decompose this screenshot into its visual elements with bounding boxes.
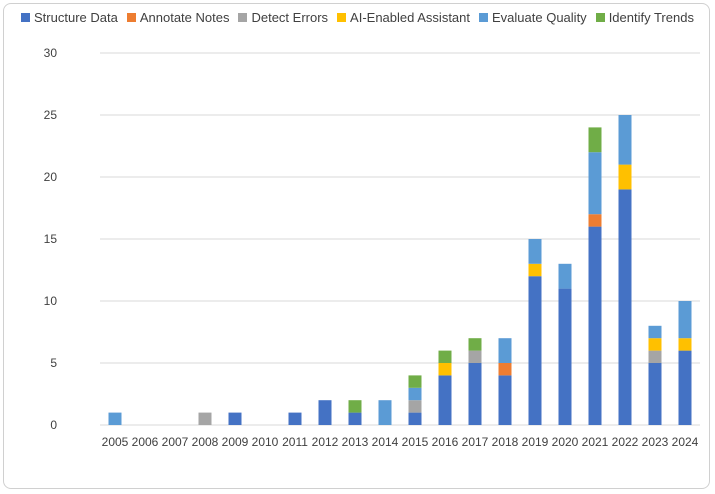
y-tick-label: 20 [44, 170, 58, 184]
x-tick-label: 2018 [492, 435, 519, 449]
bar-segment-detect-errors [648, 350, 662, 363]
x-tick-label: 2023 [642, 435, 669, 449]
bar-segment-structure-data [288, 412, 302, 425]
x-tick-label: 2007 [162, 435, 189, 449]
legend-label: AI-Enabled Assistant [350, 10, 471, 25]
x-tick-label: 2005 [102, 435, 129, 449]
bar-segment-ai-enabled-assistant [648, 338, 662, 351]
bar-segment-identify-trends [408, 375, 422, 388]
bar-segment-ai-enabled-assistant [438, 363, 452, 376]
bar-segment-ai-enabled-assistant [528, 263, 542, 277]
legend-item: Annotate Notes [126, 10, 230, 25]
legend-swatch [337, 13, 347, 22]
y-tick-label: 15 [44, 232, 58, 246]
y-tick-label: 25 [44, 108, 58, 122]
x-tick-label: 2017 [462, 435, 489, 449]
bar-segment-structure-data [468, 363, 482, 425]
bar-segment-structure-data [408, 412, 422, 425]
legend-item: Identify Trends [595, 10, 694, 25]
bar-segment-structure-data [558, 288, 572, 425]
legend-item: Structure Data [21, 10, 118, 25]
x-tick-label: 2011 [282, 435, 308, 449]
bar-segment-structure-data [498, 375, 512, 425]
legend-label: Detect Errors [251, 10, 329, 25]
bar-segment-detect-errors [468, 350, 482, 363]
bar-segment-identify-trends [438, 350, 452, 363]
bar-segment-evaluate-quality [678, 301, 692, 339]
legend-label: Evaluate Quality [492, 10, 587, 25]
bar-segment-evaluate-quality [408, 387, 422, 401]
bar-segment-structure-data [618, 189, 632, 425]
bar-segment-detect-errors [198, 412, 212, 425]
bar-segment-detect-errors [408, 400, 422, 413]
y-tick-label: 5 [50, 356, 57, 370]
bar-segment-evaluate-quality [498, 338, 512, 363]
legend-item: Detect Errors [238, 10, 328, 25]
legend-item: Evaluate Quality [479, 10, 587, 25]
bar-segment-structure-data [228, 412, 242, 425]
bar-segment-evaluate-quality [618, 115, 632, 165]
legend-item: AI-Enabled Assistant [337, 10, 470, 25]
legend-swatch [238, 13, 248, 22]
x-tick-label: 2009 [222, 435, 249, 449]
x-tick-label: 2013 [342, 435, 369, 449]
chart-legend: Structure Data Annotate Notes Detect Error… [0, 10, 715, 25]
bar-segment-structure-data [588, 226, 602, 425]
bar-segment-evaluate-quality [588, 152, 602, 215]
x-tick-label: 2020 [552, 435, 579, 449]
legend-swatch [126, 13, 136, 22]
x-tick-label: 2014 [372, 435, 399, 449]
y-tick-label: 30 [44, 46, 58, 60]
bar-segment-evaluate-quality [108, 412, 122, 425]
bar-segment-structure-data [318, 400, 332, 425]
y-tick-label: 10 [44, 294, 58, 308]
bar-segment-ai-enabled-assistant [678, 338, 692, 351]
x-tick-label: 2008 [192, 435, 219, 449]
x-tick-label: 2010 [252, 435, 279, 449]
x-tick-label: 2015 [402, 435, 429, 449]
legend-label: Annotate Notes [139, 10, 230, 25]
bar-segment-identify-trends [588, 127, 602, 153]
x-tick-label: 2021 [582, 435, 609, 449]
x-tick-label: 2016 [432, 435, 459, 449]
legend-label: Structure Data [34, 10, 118, 25]
legend-swatch [479, 13, 489, 22]
bar-segment-evaluate-quality [528, 239, 542, 264]
bar-segment-annotate-notes [498, 363, 512, 376]
bar-segment-structure-data [528, 276, 542, 425]
x-tick-label: 2022 [612, 435, 639, 449]
bar-segment-structure-data [348, 412, 362, 425]
x-tick-label: 2019 [522, 435, 549, 449]
legend-swatch [21, 13, 31, 22]
bar-segment-identify-trends [348, 400, 362, 413]
x-tick-label: 2024 [672, 435, 699, 449]
bar-segment-ai-enabled-assistant [618, 164, 632, 190]
bar-segment-structure-data [648, 363, 662, 425]
bar-segment-annotate-notes [588, 214, 602, 227]
bar-segment-structure-data [438, 375, 452, 425]
legend-swatch [595, 13, 605, 22]
bar-segment-evaluate-quality [378, 400, 392, 425]
x-tick-label: 2006 [132, 435, 159, 449]
bar-segment-identify-trends [468, 338, 482, 351]
bar-segment-structure-data [678, 350, 692, 425]
y-tick-label: 0 [50, 418, 57, 432]
bar-segment-evaluate-quality [558, 263, 572, 289]
x-tick-label: 2012 [312, 435, 339, 449]
bar-segment-evaluate-quality [648, 325, 662, 339]
legend-label: Identify Trends [608, 10, 694, 25]
